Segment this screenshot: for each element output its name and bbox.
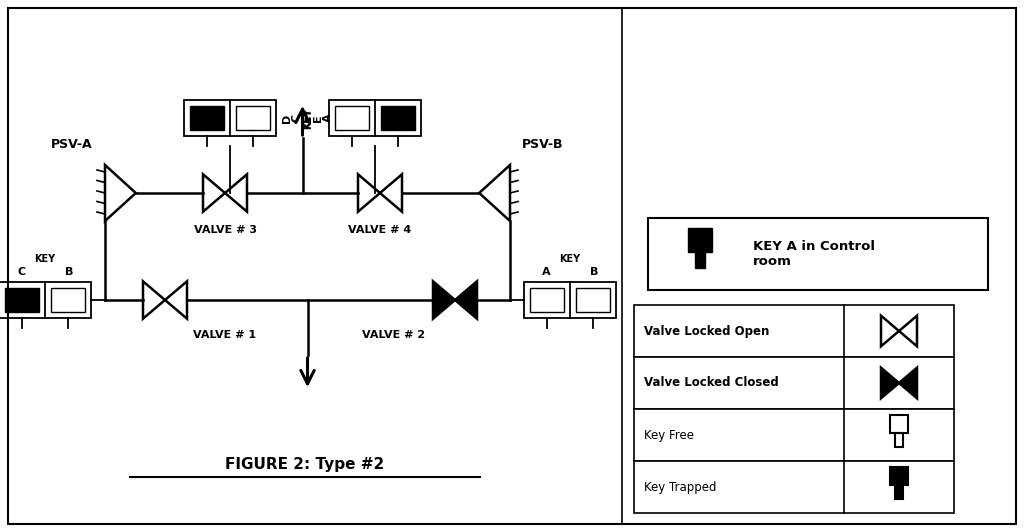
Bar xyxy=(5,288,39,312)
Text: E: E xyxy=(313,114,323,122)
Text: KEY: KEY xyxy=(302,107,312,129)
Bar xyxy=(329,100,421,136)
Text: KEY: KEY xyxy=(303,107,313,129)
Text: Key Trapped: Key Trapped xyxy=(644,480,717,494)
Text: A: A xyxy=(323,114,333,122)
Text: VALVE # 1: VALVE # 1 xyxy=(193,330,256,340)
Bar xyxy=(51,288,85,312)
Bar xyxy=(634,409,954,461)
Bar xyxy=(895,485,903,499)
Bar xyxy=(688,228,712,252)
Bar xyxy=(530,288,563,312)
Bar xyxy=(634,305,954,357)
Text: KEY: KEY xyxy=(559,254,581,264)
Polygon shape xyxy=(899,368,918,398)
Text: D: D xyxy=(282,113,292,122)
Text: FIGURE 2: Type #2: FIGURE 2: Type #2 xyxy=(225,458,385,472)
Bar xyxy=(648,218,988,290)
Text: VALVE # 2: VALVE # 2 xyxy=(361,330,425,340)
Text: PSV-A: PSV-A xyxy=(51,138,93,151)
Polygon shape xyxy=(433,281,455,319)
Bar xyxy=(890,415,908,433)
Text: B: B xyxy=(65,267,73,277)
Bar xyxy=(237,106,269,130)
Text: Valve Locked Closed: Valve Locked Closed xyxy=(644,377,778,389)
Text: Valve Locked Open: Valve Locked Open xyxy=(644,325,769,337)
Polygon shape xyxy=(455,281,477,319)
Bar xyxy=(184,100,276,136)
Bar xyxy=(577,288,609,312)
Bar xyxy=(190,106,223,130)
Text: Key Free: Key Free xyxy=(644,428,694,442)
Bar xyxy=(524,282,616,318)
Bar xyxy=(695,252,705,268)
Bar xyxy=(895,433,903,447)
Bar xyxy=(890,467,908,485)
Bar xyxy=(634,357,954,409)
Polygon shape xyxy=(881,368,899,398)
Text: VALVE # 4: VALVE # 4 xyxy=(348,225,412,235)
Bar xyxy=(336,106,369,130)
Text: VALVE # 3: VALVE # 3 xyxy=(194,225,256,235)
Text: C: C xyxy=(292,114,302,122)
Text: B: B xyxy=(590,267,598,277)
Text: C: C xyxy=(17,267,26,277)
Text: KEY A in Control
room: KEY A in Control room xyxy=(753,240,874,268)
Text: KEY: KEY xyxy=(35,254,55,264)
Text: A: A xyxy=(542,267,550,277)
Bar xyxy=(634,461,954,513)
Text: PSV-B: PSV-B xyxy=(522,138,563,151)
Bar xyxy=(381,106,415,130)
Bar xyxy=(0,282,91,318)
